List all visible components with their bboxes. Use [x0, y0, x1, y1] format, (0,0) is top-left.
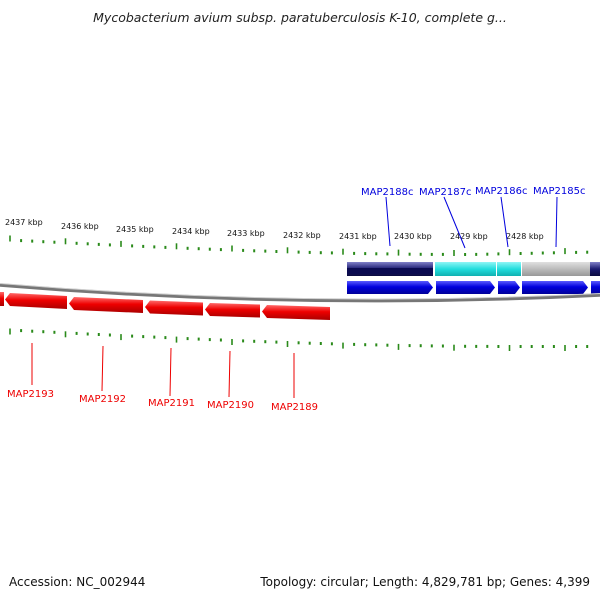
kbp-label: 2434 kbp — [172, 227, 210, 236]
genome-backbone-highlight — [0, 283, 600, 300]
gene-arrow-forward[interactable] — [69, 297, 143, 313]
leader-line — [385, 196, 391, 247]
topology-label: Topology: circular; Length: 4,829,781 bp… — [260, 575, 590, 589]
kbp-label: 2432 kbp — [283, 231, 321, 240]
kbp-scale-labels: 2437 kbp 2436 kbp 2435 kbp 2434 kbp 2433… — [5, 218, 544, 241]
reverse-strand-genes — [347, 281, 600, 294]
inner-tick-marks — [9, 328, 589, 351]
kbp-label: 2430 kbp — [394, 232, 432, 241]
reverse-gene-leaders — [385, 196, 558, 249]
gene-arrow-forward[interactable] — [5, 293, 67, 309]
accession-label: Accession: NC_002944 — [9, 575, 146, 589]
kbp-label: 2436 kbp — [61, 222, 99, 231]
feature-band-core — [347, 268, 433, 274]
gene-label[interactable]: MAP2192 — [79, 394, 126, 405]
map-title: Mycobacterium avium subsp. paratuberculo… — [93, 10, 507, 25]
feature-band[interactable] — [497, 262, 521, 276]
leader-line — [228, 350, 231, 398]
gene-label[interactable]: MAP2191 — [148, 398, 195, 409]
leader-line — [500, 196, 509, 248]
gene-label[interactable]: MAP2186c — [475, 186, 527, 197]
gene-label[interactable]: MAP2193 — [7, 389, 54, 400]
gene-label[interactable]: MAP2188c — [361, 187, 413, 198]
kbp-label: 2437 kbp — [5, 218, 43, 227]
feature-band[interactable] — [590, 262, 600, 276]
leader-line — [101, 345, 104, 392]
feature-band[interactable] — [435, 262, 496, 276]
reverse-gene-labels: MAP2188c MAP2187c MAP2186c MAP2185c — [361, 186, 585, 198]
gene-arrow-forward[interactable] — [0, 292, 4, 306]
feature-track-outer — [347, 262, 600, 276]
kbp-label: 2433 kbp — [227, 229, 265, 238]
leader-line — [443, 196, 466, 249]
gene-arrow-reverse[interactable] — [498, 281, 520, 294]
forward-gene-leaders — [31, 343, 295, 398]
kbp-label: 2435 kbp — [116, 225, 154, 234]
genome-backbone — [0, 283, 600, 303]
outer-tick-marks — [9, 235, 589, 256]
gene-arrow-reverse[interactable] — [522, 281, 588, 294]
gene-arrow-forward[interactable] — [145, 300, 203, 316]
gene-arrow-reverse[interactable] — [591, 281, 600, 294]
gene-label[interactable]: MAP2190 — [207, 400, 254, 411]
gene-arrow-reverse[interactable] — [347, 281, 433, 294]
kbp-label: 2429 kbp — [450, 232, 488, 241]
gene-arrow-reverse[interactable] — [436, 281, 495, 294]
forward-strand-genes — [0, 292, 330, 320]
gene-arrow-forward[interactable] — [205, 303, 260, 318]
gene-label[interactable]: MAP2187c — [419, 187, 471, 198]
gene-label[interactable]: MAP2185c — [533, 186, 585, 197]
leader-line — [169, 347, 172, 397]
gene-label[interactable]: MAP2189 — [271, 402, 318, 413]
feature-band[interactable] — [522, 262, 590, 276]
kbp-label: 2428 kbp — [506, 232, 544, 241]
kbp-label: 2431 kbp — [339, 232, 377, 241]
forward-gene-labels: MAP2193 MAP2192 MAP2191 MAP2190 MAP2189 — [7, 389, 318, 413]
gene-arrow-forward[interactable] — [262, 305, 330, 320]
leader-line — [555, 196, 558, 248]
